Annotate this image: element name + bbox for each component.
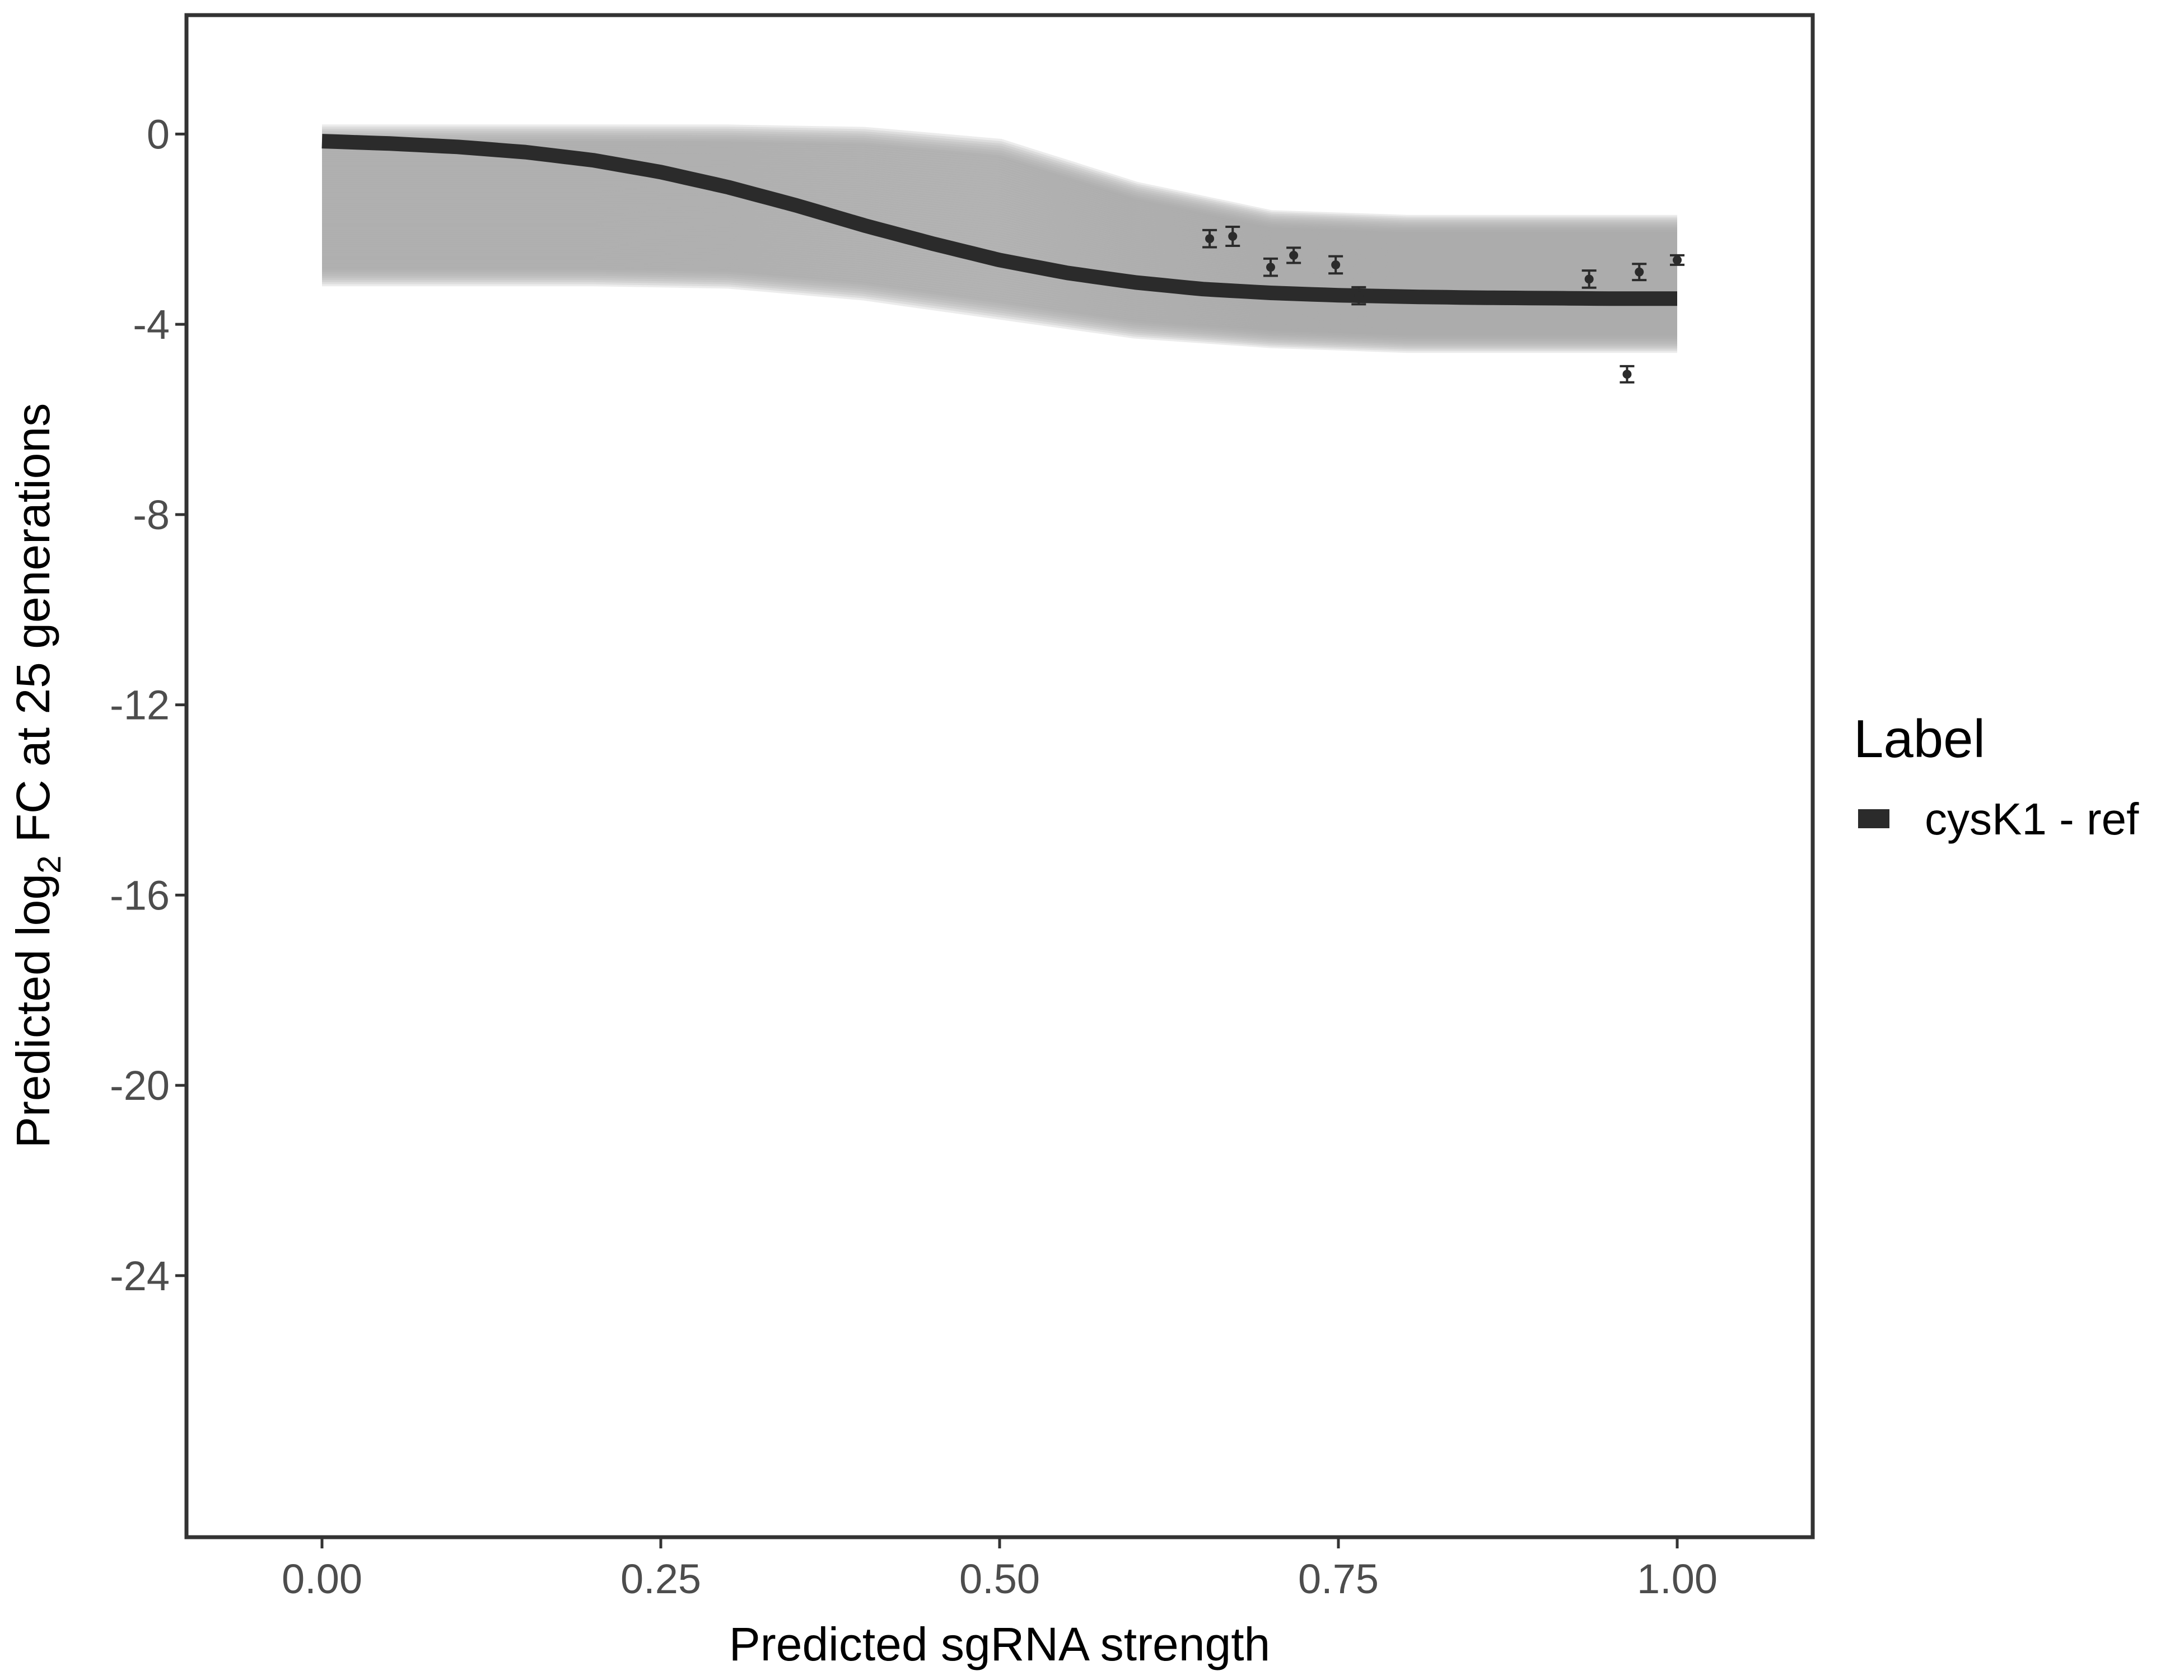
posterior-sample-line: [322, 157, 1677, 262]
posterior-sample-line: [322, 178, 1677, 279]
posterior-sample-line: [322, 161, 1677, 265]
posterior-sample-line: [322, 176, 1677, 277]
fit-layer: [321, 134, 1677, 306]
point-marker: [1635, 267, 1644, 277]
legend-title: Label: [1854, 709, 1985, 769]
posterior-sample-line: [322, 194, 1677, 293]
posterior-sample-line: [322, 153, 1677, 258]
posterior-sample-line: [322, 238, 1677, 329]
y-tick-label: 0: [147, 111, 170, 157]
posterior-sample-line: [322, 250, 1677, 339]
data-point: [1263, 257, 1278, 277]
point-marker: [1205, 234, 1215, 244]
posterior-sample-line: [322, 127, 1677, 236]
posterior-sample-line: [322, 128, 1677, 237]
posterior-sample-line: [322, 190, 1677, 290]
posterior-sample-line: [322, 201, 1677, 298]
x-tick-label: 1.00: [1637, 1556, 1718, 1602]
observed-points: [1202, 225, 1684, 384]
data-point: [1581, 269, 1597, 289]
point-marker: [1584, 274, 1594, 284]
posterior-sample-line: [322, 244, 1677, 334]
posterior-sample-line: [322, 155, 1677, 260]
posterior-sample-line: [322, 164, 1677, 267]
posterior-sample-line: [322, 186, 1677, 286]
posterior-sample-line: [322, 160, 1677, 263]
data-point: [1328, 255, 1343, 275]
posterior-sample-line: [322, 253, 1677, 341]
data-point: [1286, 246, 1301, 264]
posterior-sample-line: [322, 203, 1677, 300]
data-point: [1351, 286, 1366, 306]
y-tick-label: -24: [110, 1253, 170, 1299]
posterior-sample-line: [322, 234, 1677, 325]
point-marker: [1228, 231, 1238, 241]
y-axis-title: Predicted log2 FC at 25 generations: [7, 403, 68, 1148]
posterior-sample-line: [322, 184, 1677, 284]
data-point: [1632, 263, 1647, 282]
posterior-sample-line: [322, 193, 1677, 291]
x-tick-label: 0.00: [282, 1556, 362, 1602]
posterior-sample-line: [322, 133, 1677, 241]
posterior-sample-line: [322, 256, 1677, 344]
y-axis-title-subscript: 2: [31, 856, 68, 874]
x-tick-label: 0.75: [1298, 1556, 1379, 1602]
posterior-sample-line: [322, 124, 1677, 234]
posterior-sample-line: [322, 261, 1677, 348]
y-tick-label: -20: [110, 1062, 170, 1109]
posterior-sample-line: [322, 230, 1677, 322]
point-marker: [1673, 255, 1682, 265]
data-point: [1225, 225, 1240, 247]
y-axis-title-rest: FC at 25 generations: [7, 403, 59, 856]
fit-curve-line: [321, 134, 1677, 306]
data-point: [1670, 254, 1684, 266]
y-tick-label: -12: [110, 682, 170, 729]
posterior-sample-line: [322, 263, 1677, 349]
posterior-sample-line: [322, 134, 1677, 243]
point-marker: [1331, 260, 1341, 269]
point-marker: [1266, 263, 1275, 272]
y-tick-label: -4: [133, 301, 170, 348]
posterior-sample-line: [322, 248, 1677, 338]
legend-entry-label: cysK1 - ref: [1925, 794, 2139, 844]
posterior-sample-line: [322, 170, 1677, 272]
posterior-sample-line: [322, 242, 1677, 333]
posterior-sample-line: [322, 236, 1677, 327]
posterior-sample-line: [322, 232, 1677, 324]
posterior-sample-line: [322, 267, 1677, 353]
posterior-sample-line: [322, 197, 1677, 295]
x-axis-title: Predicted sgRNA strength: [729, 1618, 1271, 1670]
posterior-sample-line: [322, 265, 1677, 351]
point-marker: [1354, 291, 1364, 301]
posterior-sample-line: [322, 174, 1677, 276]
posterior-sample-line: [322, 246, 1677, 336]
point-marker: [1289, 250, 1299, 260]
posterior-sample-line: [322, 255, 1677, 343]
legend: Label cysK1 - ref: [1854, 709, 2139, 844]
data-point: [1202, 228, 1217, 249]
data-point: [1620, 365, 1635, 384]
y-tick-label: -8: [133, 492, 170, 538]
x-tick-label: 0.25: [620, 1556, 701, 1602]
point-marker: [1622, 370, 1632, 379]
legend-key: [1858, 809, 1889, 828]
posterior-sample-line: [322, 172, 1677, 274]
y-axis: 0 -4 -8 -12 -16 -20 -24: [110, 111, 186, 1299]
y-axis-title-main: Predicted log: [7, 874, 59, 1148]
posterior-sample-line: [322, 166, 1677, 269]
y-tick-label: -16: [110, 872, 170, 918]
posterior-sample-line: [322, 182, 1677, 282]
posterior-sample-line: [322, 130, 1677, 239]
posterior-sample-line: [322, 180, 1677, 281]
posterior-sample-line: [322, 188, 1677, 288]
posterior-sample-line: [322, 167, 1677, 270]
posterior-sample-line: [322, 240, 1677, 331]
x-tick-label: 0.50: [959, 1556, 1040, 1602]
posterior-sample-line: [322, 137, 1677, 245]
posterior-sample-line: [322, 199, 1677, 296]
posterior-sample-line: [322, 259, 1677, 346]
x-axis: 0.00 0.25 0.50 0.75 1.00: [282, 1537, 1718, 1602]
